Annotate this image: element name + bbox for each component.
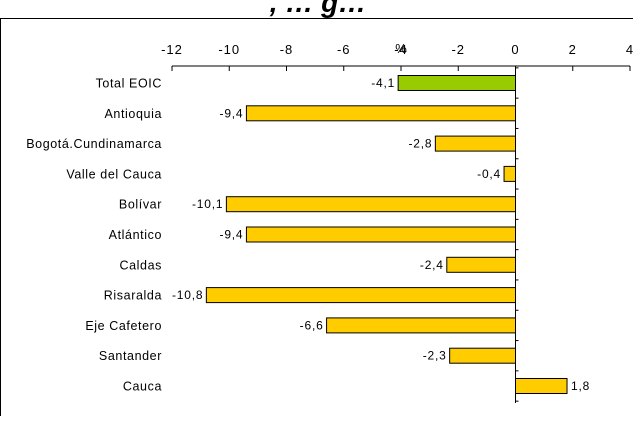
- bar: [246, 106, 515, 121]
- bar: [327, 318, 516, 333]
- data-label: -2,8: [408, 137, 432, 151]
- category-label: Eje Cafetero: [85, 319, 162, 333]
- bar: [504, 166, 515, 181]
- category-label: Bolívar: [119, 198, 162, 212]
- data-label: -4,1: [371, 76, 395, 90]
- bar: [206, 288, 515, 303]
- bar: [516, 379, 568, 394]
- x-tick-label: 2: [569, 42, 577, 57]
- bar: [447, 257, 516, 272]
- bar: [246, 227, 515, 242]
- category-label: Bogotá.Cundinamarca: [26, 137, 162, 151]
- x-tick-label: -8: [280, 42, 294, 57]
- bar: [450, 348, 516, 363]
- bar: [435, 136, 515, 151]
- category-label: Risaralda: [104, 289, 162, 303]
- data-label: -9,4: [220, 106, 244, 120]
- bar: [398, 76, 515, 91]
- x-tick-label: 0: [511, 42, 519, 57]
- category-label: Valle del Cauca: [66, 167, 162, 181]
- data-label: -2,4: [420, 258, 444, 272]
- x-tick-label: -12: [161, 42, 183, 57]
- data-label: 1,8: [571, 379, 590, 393]
- category-label: Total EOIC: [96, 77, 162, 91]
- category-label: Antioquia: [104, 107, 162, 121]
- x-tick-label: -4: [394, 42, 408, 57]
- data-label: -2,3: [423, 349, 447, 363]
- data-label: -0,4: [477, 167, 501, 181]
- x-tick-label: -10: [218, 42, 240, 57]
- x-tick-label: 4: [626, 42, 633, 57]
- category-label: Cauca: [123, 380, 162, 394]
- x-tick-label: -2: [451, 42, 465, 57]
- category-label: Caldas: [119, 258, 162, 272]
- category-label: Santander: [99, 349, 162, 363]
- chart-title-fragment: , … g…: [269, 0, 366, 18]
- data-label: -10,1: [192, 197, 223, 211]
- data-label: -9,4: [220, 228, 244, 242]
- bar: [226, 197, 515, 212]
- data-label: -10,8: [172, 288, 203, 302]
- data-label: -6,6: [300, 318, 324, 332]
- category-label: Atlántico: [109, 228, 162, 242]
- x-tick-label: -6: [337, 42, 351, 57]
